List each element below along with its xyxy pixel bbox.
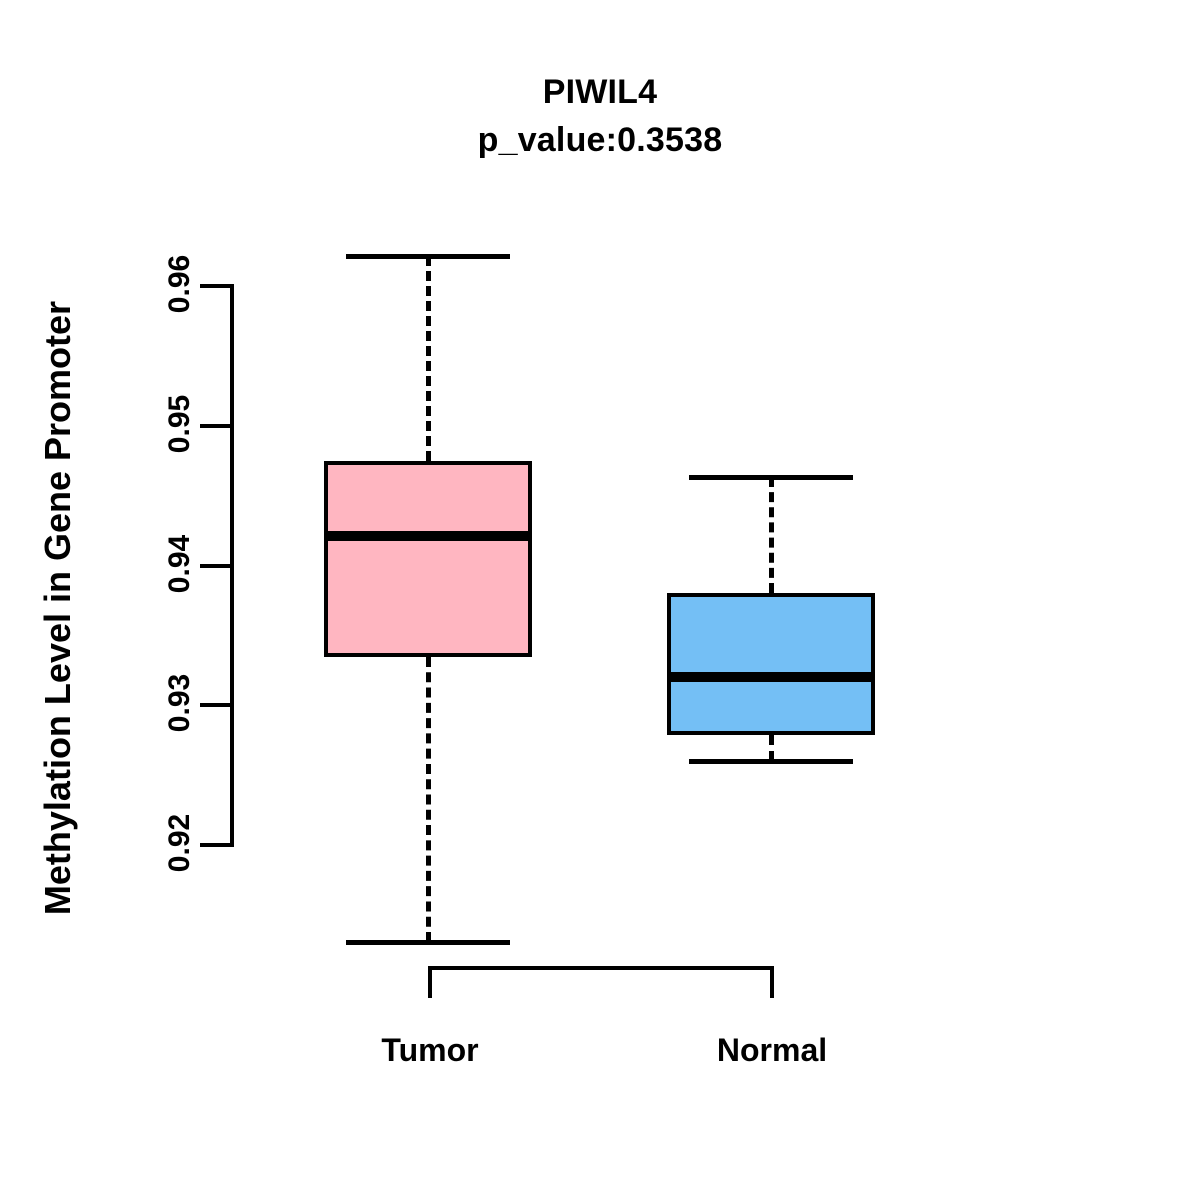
normal-upper-whisker bbox=[769, 476, 774, 593]
x-tick-label-tumor: Tumor bbox=[381, 1032, 479, 1068]
chart-title: PIWIL4 bbox=[542, 73, 658, 111]
y-tick-label-0.95: 0.95 bbox=[163, 394, 196, 454]
normal-box[interactable] bbox=[667, 592, 875, 736]
chart-subtitle-pvalue: p_value:0.3538 bbox=[477, 121, 723, 159]
y-tick-0.96 bbox=[200, 284, 234, 288]
normal-lower-whisker bbox=[769, 735, 774, 761]
tumor-lower-whisker bbox=[426, 657, 431, 943]
x-tick-tumor bbox=[428, 966, 432, 998]
y-tick-0.93 bbox=[200, 703, 234, 707]
normal-lower-whisker-cap bbox=[689, 758, 853, 764]
tumor-median-line bbox=[324, 530, 532, 541]
y-tick-label-0.93: 0.93 bbox=[163, 673, 196, 733]
x-tick-label-normal: Normal bbox=[716, 1032, 828, 1068]
normal-median-line bbox=[667, 671, 875, 682]
y-tick-0.95 bbox=[200, 424, 234, 428]
tumor-box[interactable] bbox=[324, 461, 532, 658]
y-tick-label-0.94: 0.94 bbox=[163, 534, 196, 594]
y-tick-label-0.92: 0.92 bbox=[163, 813, 196, 873]
y-axis-title-text: Methylation Level in Gene Promoter bbox=[37, 300, 78, 916]
tumor-lower-whisker-cap bbox=[346, 940, 510, 946]
x-tick-normal bbox=[770, 966, 774, 998]
x-axis-line bbox=[428, 966, 774, 970]
y-tick-label-0.96: 0.96 bbox=[163, 254, 196, 314]
y-tick-0.94 bbox=[200, 564, 234, 568]
tumor-upper-whisker bbox=[426, 256, 431, 462]
y-tick-0.92 bbox=[200, 843, 234, 847]
y-axis-title: Methylation Level in Gene Promoter bbox=[35, 198, 81, 1018]
